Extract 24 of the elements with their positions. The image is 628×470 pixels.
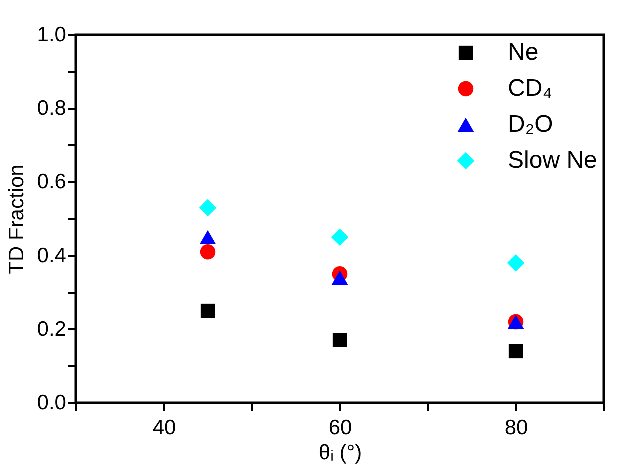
- point: [508, 344, 524, 359]
- legend-label: Slow Ne: [508, 147, 598, 174]
- point: [200, 304, 216, 318]
- point: [332, 270, 348, 285]
- y-tick-label: 0.2: [37, 318, 66, 341]
- legend-label: D₂O: [508, 111, 554, 138]
- y-tick-label: 0.8: [37, 97, 66, 120]
- y-axis-title: TD Fraction: [5, 164, 28, 274]
- point: [200, 244, 216, 260]
- x-axis-title: θᵢ (°): [318, 442, 362, 464]
- y-tick-label: 0.6: [37, 170, 66, 194]
- legend-label: CD₄: [508, 75, 552, 102]
- point: [199, 199, 217, 217]
- x-tick-label: 80: [504, 416, 528, 440]
- point: [507, 254, 525, 272]
- legend-label: Ne: [508, 39, 539, 66]
- point: [332, 333, 348, 348]
- point: [200, 230, 216, 244]
- point: [331, 228, 349, 246]
- x-tick-label: 60: [328, 416, 352, 440]
- y-tick-label: 0.4: [37, 244, 67, 268]
- x-tick-label: 40: [152, 416, 176, 440]
- y-tick-label: 1.0: [37, 24, 66, 46]
- y-tick-label: 0.0: [37, 392, 66, 414]
